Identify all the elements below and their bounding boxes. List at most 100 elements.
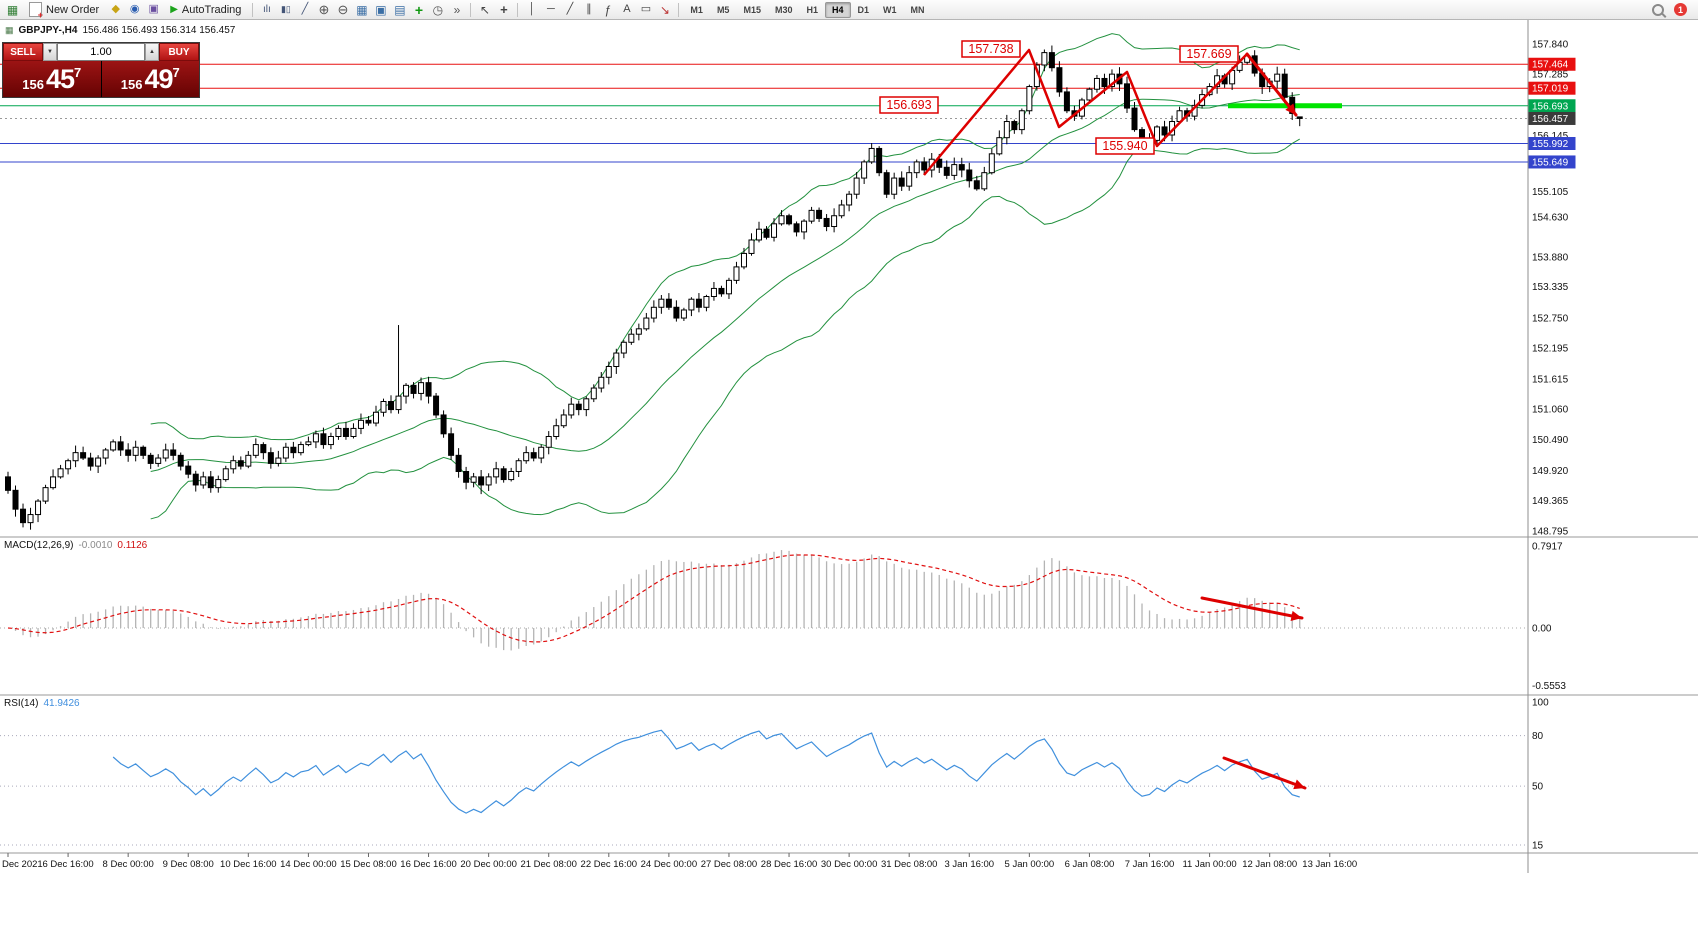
fibonacci-icon[interactable]: ƒ — [604, 2, 612, 17]
timeframe-d1[interactable]: D1 — [851, 2, 877, 18]
x-axis-label: 14 Dec 00:00 — [280, 859, 337, 870]
trade-controls-row: SELL ▼ ▲ BUY — [3, 43, 199, 61]
timeframe-m5[interactable]: M5 — [710, 2, 737, 18]
timeframe-h4[interactable]: H4 — [825, 1, 851, 18]
autotrading-label: AutoTrading — [181, 3, 242, 16]
new-order-button[interactable]: New Order — [22, 0, 106, 20]
terminal-icon[interactable]: ▣ — [148, 3, 159, 15]
tile-windows-icon[interactable]: ▦ — [356, 2, 368, 17]
volume-increase-button[interactable]: ▲ — [145, 43, 159, 61]
x-axis-label: 13 Jan 16:00 — [1302, 859, 1357, 870]
price-tag: 156.457 — [1532, 114, 1569, 125]
sell-price-panel[interactable]: 156 45 7 — [3, 61, 101, 97]
profiles-icon[interactable]: ◆ — [111, 3, 120, 15]
bar-chart-icon[interactable]: ılı — [263, 3, 271, 15]
volume-decrease-button[interactable]: ▼ — [43, 43, 57, 61]
x-axis-label: 7 Jan 16:00 — [1125, 859, 1175, 870]
sell-button[interactable]: SELL — [3, 43, 43, 61]
price-axis-label: 154.630 — [1532, 212, 1569, 223]
price-axis-label: 148.795 — [1532, 526, 1569, 537]
arrows-icon[interactable]: ↘ — [659, 2, 670, 17]
trade-prices-row: 156 45 7 156 49 7 — [3, 61, 199, 97]
price-tag: 155.649 — [1532, 157, 1569, 168]
time-axis: Dec 2021 6 Dec 16:00 8 Dec 00:00 9 Dec 08:0… — [2, 853, 1357, 870]
x-axis-label: 30 Dec 00:00 — [821, 859, 878, 870]
zoom-in-icon[interactable]: ⊕ — [318, 2, 330, 17]
macd-signal-value: 0.1126 — [117, 540, 148, 551]
volume-input[interactable] — [57, 43, 145, 61]
price-axis-label: 149.365 — [1532, 496, 1569, 507]
timeframe-m30[interactable]: M30 — [768, 2, 800, 18]
vertical-line-icon[interactable]: │ — [528, 3, 536, 15]
price-axis-label: 155.105 — [1532, 187, 1569, 198]
zoom-out-icon[interactable]: ⊖ — [337, 2, 349, 17]
timeframe-m1[interactable]: M1 — [683, 2, 710, 18]
x-axis-label: 15 Dec 08:00 — [340, 859, 397, 870]
buy-price-panel[interactable]: 156 49 7 — [101, 61, 199, 97]
chart-title: ▦ GBPJPY-,H4 156.486 156.493 156.314 156… — [5, 25, 235, 36]
rsi-value: 41.9426 — [43, 698, 80, 709]
line-chart-icon[interactable]: ╱ — [301, 3, 309, 15]
search-icon[interactable] — [1652, 3, 1664, 16]
macd-axis-label: -0.5553 — [1532, 681, 1566, 692]
timeframe-w1[interactable]: W1 — [876, 2, 904, 18]
x-axis-label: 6 Dec 16:00 — [42, 859, 93, 870]
trend-annotations — [923, 48, 1298, 176]
buy-price-sup: 7 — [172, 65, 180, 80]
new-chart-icon[interactable]: ▦ — [6, 2, 19, 17]
label-icon[interactable]: ▭ — [640, 3, 652, 15]
indicators-icon[interactable]: + — [414, 1, 424, 18]
macd-axis: 0.7917 0.00 -0.5553 — [1532, 542, 1566, 693]
buy-button[interactable]: BUY — [159, 43, 199, 61]
text-icon[interactable]: A — [623, 3, 631, 15]
periods-icon[interactable]: ◷ — [432, 2, 444, 17]
price-axis-label: 151.060 — [1532, 405, 1569, 416]
buy-price-big: 49 — [144, 63, 173, 94]
timeframe-mn[interactable]: MN — [904, 2, 932, 18]
top-toolbar: ▦ New Order ◆◉▣ ▶ AutoTrading ılı▮▯╱ ⊕⊖ … — [0, 0, 1698, 20]
x-axis-label: 3 Jan 16:00 — [944, 859, 994, 870]
rsi-axis-label: 100 — [1532, 698, 1549, 709]
price-tag: 157.019 — [1532, 84, 1569, 95]
horizontal-line-icon[interactable]: ─ — [547, 3, 555, 15]
sell-price-sup: 7 — [74, 65, 82, 80]
arrange-windows-icon[interactable]: ▤ — [394, 2, 406, 17]
one-click-trading-widget: SELL ▼ ▲ BUY 156 45 7 156 49 7 — [2, 42, 200, 98]
x-axis-label: 31 Dec 08:00 — [881, 859, 938, 870]
candlestick-chart-icon[interactable]: ▮▯ — [280, 4, 291, 14]
x-axis-label: 8 Dec 00:00 — [103, 859, 154, 870]
cascade-windows-icon[interactable]: ▣ — [375, 2, 387, 17]
crosshair-icon[interactable]: + — [500, 2, 508, 17]
rsi-axis-label: 80 — [1532, 731, 1544, 742]
autotrading-play-icon: ▶ — [170, 4, 178, 15]
price-axis-label: 150.490 — [1532, 435, 1569, 446]
x-axis-label: 27 Dec 08:00 — [701, 859, 758, 870]
autotrading-button[interactable]: ▶ AutoTrading — [163, 2, 248, 18]
equidistant-channel-icon[interactable]: ∥ — [586, 3, 592, 15]
chart-type-group: ılı ▮▯ ╱ — [257, 2, 314, 18]
timeframe-group: M1 M5 M15 M30 H1 H4 D1 W1 MN — [683, 1, 932, 18]
macd-arrow — [1200, 596, 1304, 621]
market-watch-icon[interactable]: ◉ — [129, 3, 140, 15]
price-axis-label: 152.750 — [1532, 314, 1569, 325]
price-axis-label: 151.615 — [1532, 375, 1569, 386]
drawing-tools-group: │ ─ ╱ ∥ ƒ A ▭ ↘ — [522, 2, 674, 18]
windows-group: ▦ ▣ ▤ — [352, 2, 409, 18]
cursor-icon[interactable]: ↖ — [479, 2, 490, 17]
timeframe-h1[interactable]: H1 — [799, 2, 825, 18]
macd-axis-label: 0.7917 — [1532, 542, 1563, 553]
macd-axis-label: 0.00 — [1532, 624, 1552, 635]
timeframe-m15[interactable]: M15 — [736, 2, 768, 18]
rsi-axis: 100 80 50 15 — [1532, 698, 1549, 852]
new-order-label: New Order — [46, 3, 100, 16]
callout-label: 157.738 — [968, 42, 1013, 56]
trendline-icon[interactable]: ╱ — [566, 3, 574, 15]
chart-shift-icon[interactable]: » — [453, 2, 461, 17]
price-axis-label: 153.335 — [1532, 282, 1569, 293]
toolbar-separator — [517, 2, 519, 17]
x-axis-label: 22 Dec 16:00 — [581, 859, 638, 870]
chart-canvas[interactable]: 157.738 157.669 156.693 155.940 157.840 157.2… — [0, 20, 1698, 942]
price-axis-label: 156.145 — [1532, 131, 1569, 142]
macd-header: MACD(12,26,9) -0.0010 0.1126 — [4, 540, 147, 551]
notification-badge[interactable]: 1 — [1674, 3, 1687, 16]
